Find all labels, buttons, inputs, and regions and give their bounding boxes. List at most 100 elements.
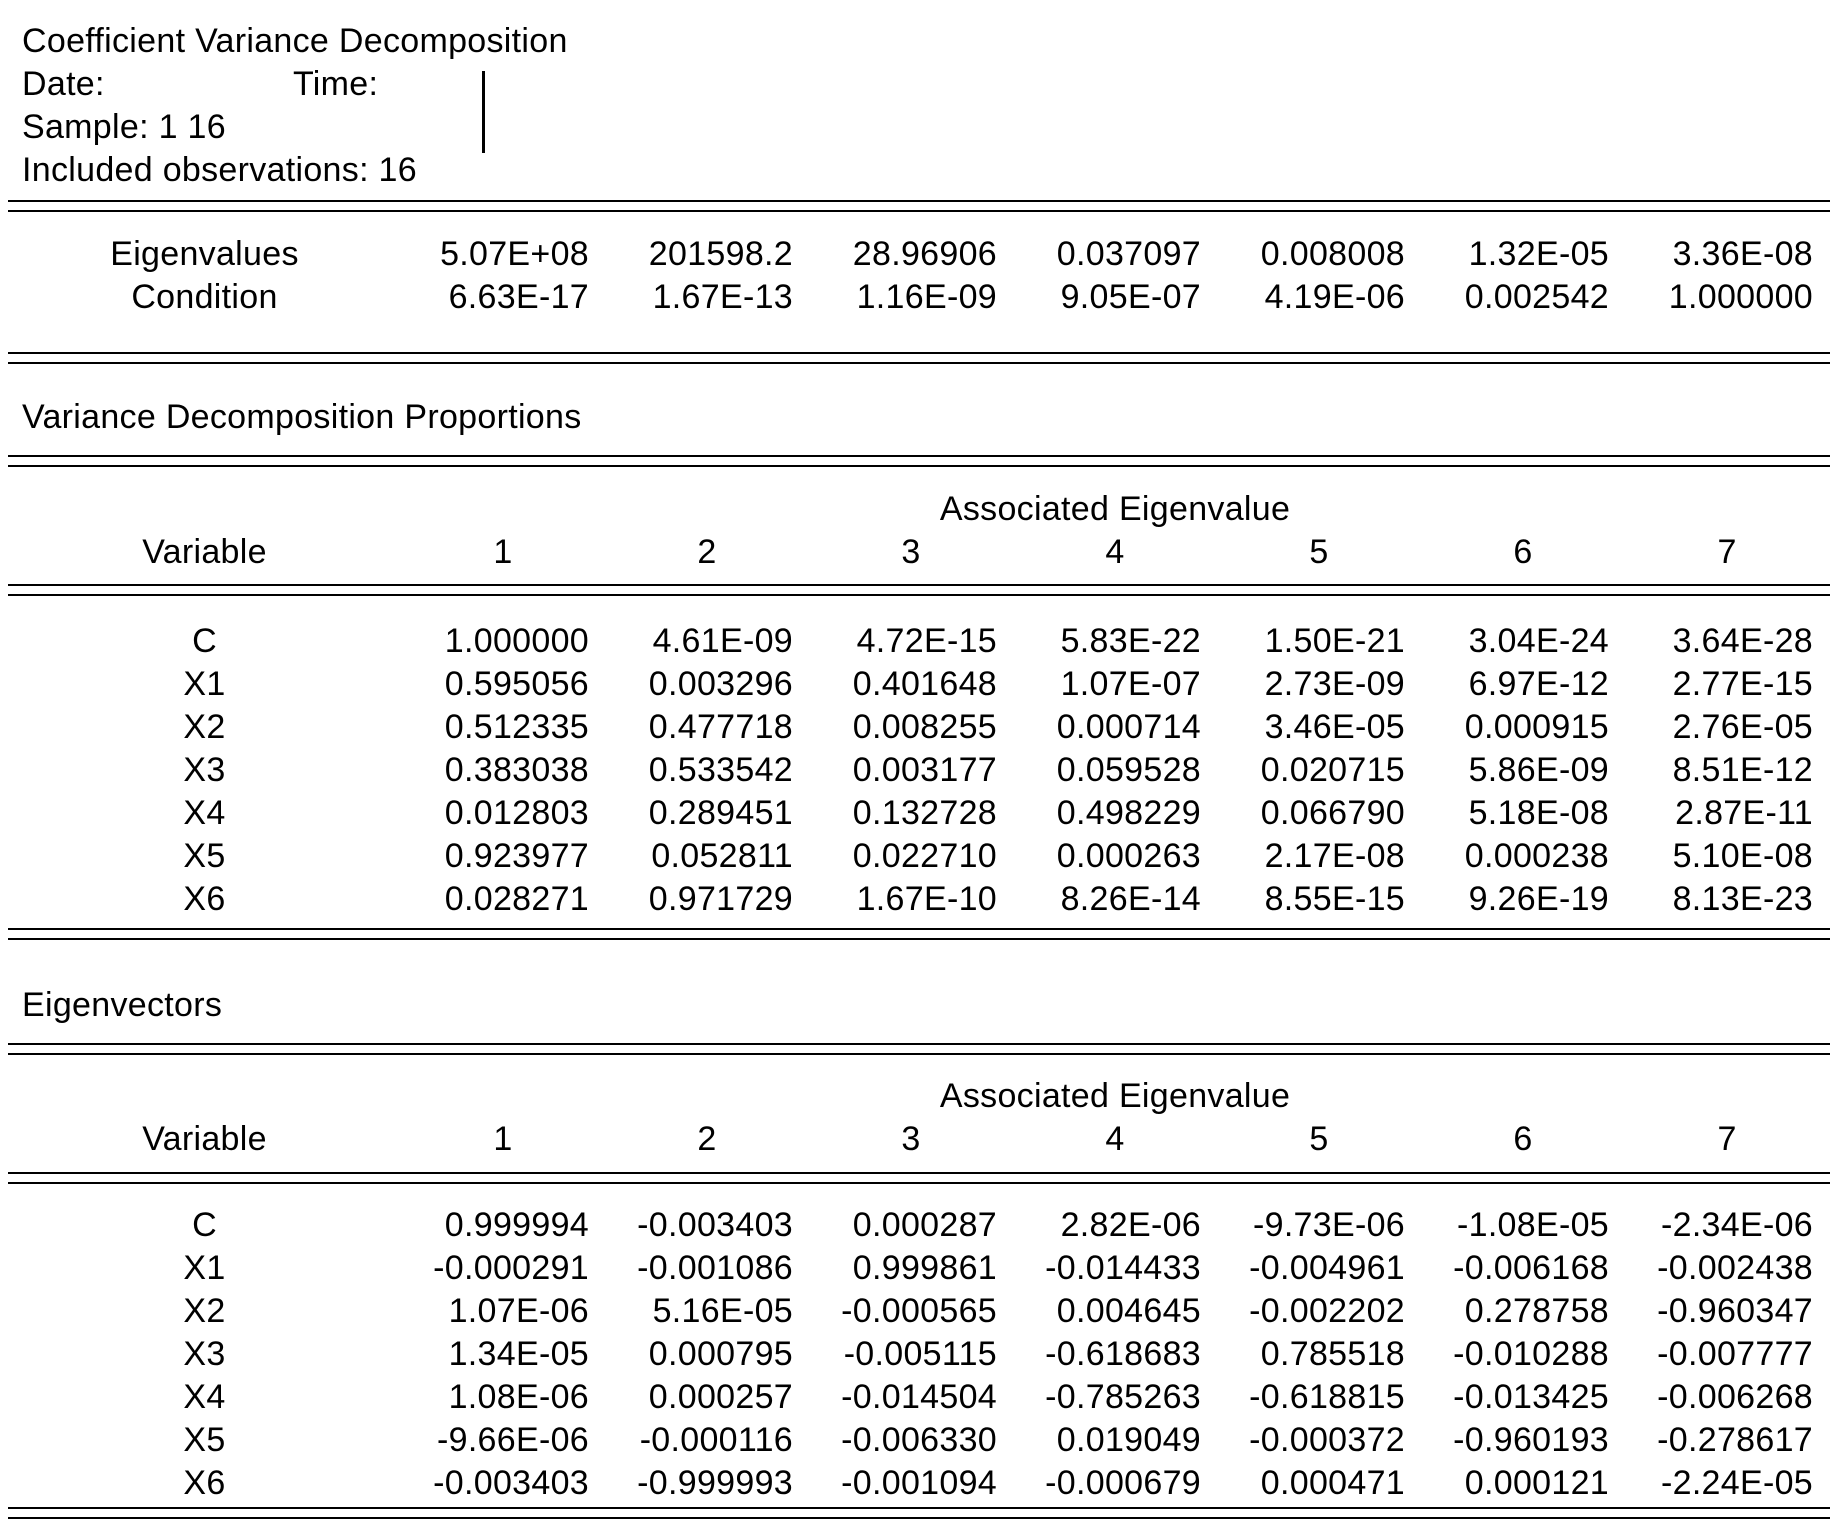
value-cell: 1.000000: [1668, 278, 1813, 316]
value-cell: -0.003403: [433, 1464, 589, 1502]
value-cell: 0.512335: [444, 708, 589, 746]
value-cell: 0.003177: [852, 751, 997, 789]
row-label: X4: [183, 794, 226, 832]
value-cell: 0.000915: [1464, 708, 1609, 746]
row-label: Condition: [131, 278, 278, 316]
value-cell: 0.278758: [1464, 1292, 1609, 1330]
eigenvectors-table-body: C 0.999994 -0.003403 0.000287 2.82E-06 -9.73E…: [8, 1204, 1829, 1505]
value-cell: 5.18E-08: [1468, 794, 1609, 832]
table-row: X6 -0.003403 -0.999993 -0.001094 -0.000679 0.…: [8, 1462, 1829, 1505]
table-row: X2 1.07E-06 5.16E-05 -0.000565 0.004645 -0.00…: [8, 1290, 1829, 1333]
value-cell: 0.785518: [1260, 1335, 1405, 1373]
value-cell: 0.000257: [648, 1378, 793, 1416]
value-cell: 201598.2: [648, 235, 793, 273]
row-label: Eigenvalues: [110, 235, 299, 273]
row-label: X1: [183, 1249, 226, 1287]
value-cell: 5.86E-09: [1468, 751, 1609, 789]
value-cell: 1.08E-06: [448, 1378, 589, 1416]
table-row: X5 0.923977 0.052811 0.022710 0.000263 2.17E-…: [8, 835, 1829, 878]
value-cell: 0.008008: [1260, 235, 1405, 273]
column-header: 4: [1105, 533, 1125, 571]
value-cell: 0.000263: [1056, 837, 1201, 875]
group-header-row: Associated Eigenvalue: [8, 1075, 1829, 1118]
value-cell: -0.960193: [1453, 1421, 1609, 1459]
value-cell: 0.037097: [1056, 235, 1201, 273]
value-cell: 0.003296: [648, 665, 793, 703]
value-cell: 5.10E-08: [1672, 837, 1813, 875]
value-cell: 5.07E+08: [440, 235, 589, 273]
proportions-table-body: C 1.000000 4.61E-09 4.72E-15 5.83E-22 1.50E-2…: [8, 620, 1829, 921]
row-label: X3: [183, 1335, 226, 1373]
variable-header: Variable: [142, 533, 267, 571]
table-row: C 1.000000 4.61E-09 4.72E-15 5.83E-22 1.50E-2…: [8, 620, 1829, 663]
value-cell: -0.001086: [637, 1249, 793, 1287]
value-cell: 0.066790: [1260, 794, 1405, 832]
variable-header: Variable: [142, 1120, 267, 1158]
value-cell: 0.020715: [1260, 751, 1405, 789]
double-rule-divider: [8, 928, 1830, 940]
value-cell: 1.67E-13: [652, 278, 793, 316]
value-cell: 0.000795: [648, 1335, 793, 1373]
value-cell: 3.04E-24: [1468, 622, 1609, 660]
value-cell: 28.96906: [852, 235, 997, 273]
table-row: Eigenvalues 5.07E+08 201598.2 28.96906 0.037…: [8, 233, 1829, 276]
value-cell: -0.001094: [841, 1464, 997, 1502]
value-cell: -0.003403: [637, 1206, 793, 1244]
value-cell: 0.008255: [852, 708, 997, 746]
section-title-eigenvectors: Eigenvectors: [22, 986, 223, 1024]
value-cell: 0.498229: [1056, 794, 1201, 832]
group-header: Associated Eigenvalue: [939, 1077, 1291, 1115]
value-cell: -0.014504: [841, 1378, 997, 1416]
value-cell: 1.32E-05: [1468, 235, 1609, 273]
value-cell: -0.000372: [1249, 1421, 1405, 1459]
value-cell: -0.618815: [1249, 1378, 1405, 1416]
value-cell: 0.019049: [1056, 1421, 1201, 1459]
group-header-row: Associated Eigenvalue: [8, 488, 1829, 531]
value-cell: 3.36E-08: [1672, 235, 1813, 273]
table-row: X3 0.383038 0.533542 0.003177 0.059528 0.0207…: [8, 749, 1829, 792]
value-cell: -0.000116: [639, 1421, 793, 1459]
value-cell: -0.002202: [1249, 1292, 1405, 1330]
sample-line: Sample: 1 16: [22, 108, 226, 146]
value-cell: 8.55E-15: [1264, 880, 1405, 918]
double-rule-divider: [8, 584, 1830, 596]
row-label: X6: [183, 880, 226, 918]
value-cell: 1.07E-07: [1060, 665, 1201, 703]
eigenvectors-table-header: Associated Eigenvalue Variable 1 2 3 4 5 6 7: [8, 1075, 1829, 1161]
value-cell: 2.87E-11: [1675, 794, 1813, 832]
value-cell: 6.63E-17: [448, 278, 589, 316]
value-cell: 6.97E-12: [1468, 665, 1609, 703]
time-label: Time:: [293, 65, 379, 103]
value-cell: 0.999861: [852, 1249, 997, 1287]
value-cell: 2.82E-06: [1060, 1206, 1201, 1244]
proportions-table-header: Associated Eigenvalue Variable 1 2 3 4 5 6 7: [8, 488, 1829, 574]
page-title: Coefficient Variance Decomposition: [22, 22, 568, 60]
eigenvalues-summary-table: Eigenvalues 5.07E+08 201598.2 28.96906 0.037…: [8, 233, 1829, 319]
value-cell: 1.07E-06: [448, 1292, 589, 1330]
value-cell: 1.16E-09: [856, 278, 997, 316]
value-cell: 4.72E-15: [856, 622, 997, 660]
column-header: 3: [901, 1120, 921, 1158]
value-cell: -0.278617: [1657, 1421, 1813, 1459]
value-cell: -0.010288: [1453, 1335, 1609, 1373]
table-row: X2 0.512335 0.477718 0.008255 0.000714 3.46E-…: [8, 706, 1829, 749]
value-cell: -0.618683: [1045, 1335, 1201, 1373]
value-cell: 2.17E-08: [1264, 837, 1405, 875]
value-cell: 8.26E-14: [1060, 880, 1201, 918]
value-cell: 0.533542: [648, 751, 793, 789]
value-cell: 0.000287: [852, 1206, 997, 1244]
value-cell: -1.08E-05: [1456, 1206, 1609, 1244]
value-cell: 0.477718: [648, 708, 793, 746]
double-rule-divider: [8, 200, 1830, 212]
value-cell: 0.052811: [651, 837, 793, 875]
value-cell: 0.028271: [444, 880, 589, 918]
value-cell: -0.013425: [1453, 1378, 1609, 1416]
value-cell: 3.46E-05: [1264, 708, 1405, 746]
column-header: 6: [1513, 533, 1533, 571]
row-label: X2: [183, 1292, 226, 1330]
table-row: X3 1.34E-05 0.000795 -0.005115 -0.618683 0.78…: [8, 1333, 1829, 1376]
value-cell: -9.73E-06: [1252, 1206, 1405, 1244]
column-header: 5: [1309, 1120, 1329, 1158]
value-cell: -0.006330: [841, 1421, 997, 1459]
value-cell: 2.76E-05: [1672, 708, 1813, 746]
